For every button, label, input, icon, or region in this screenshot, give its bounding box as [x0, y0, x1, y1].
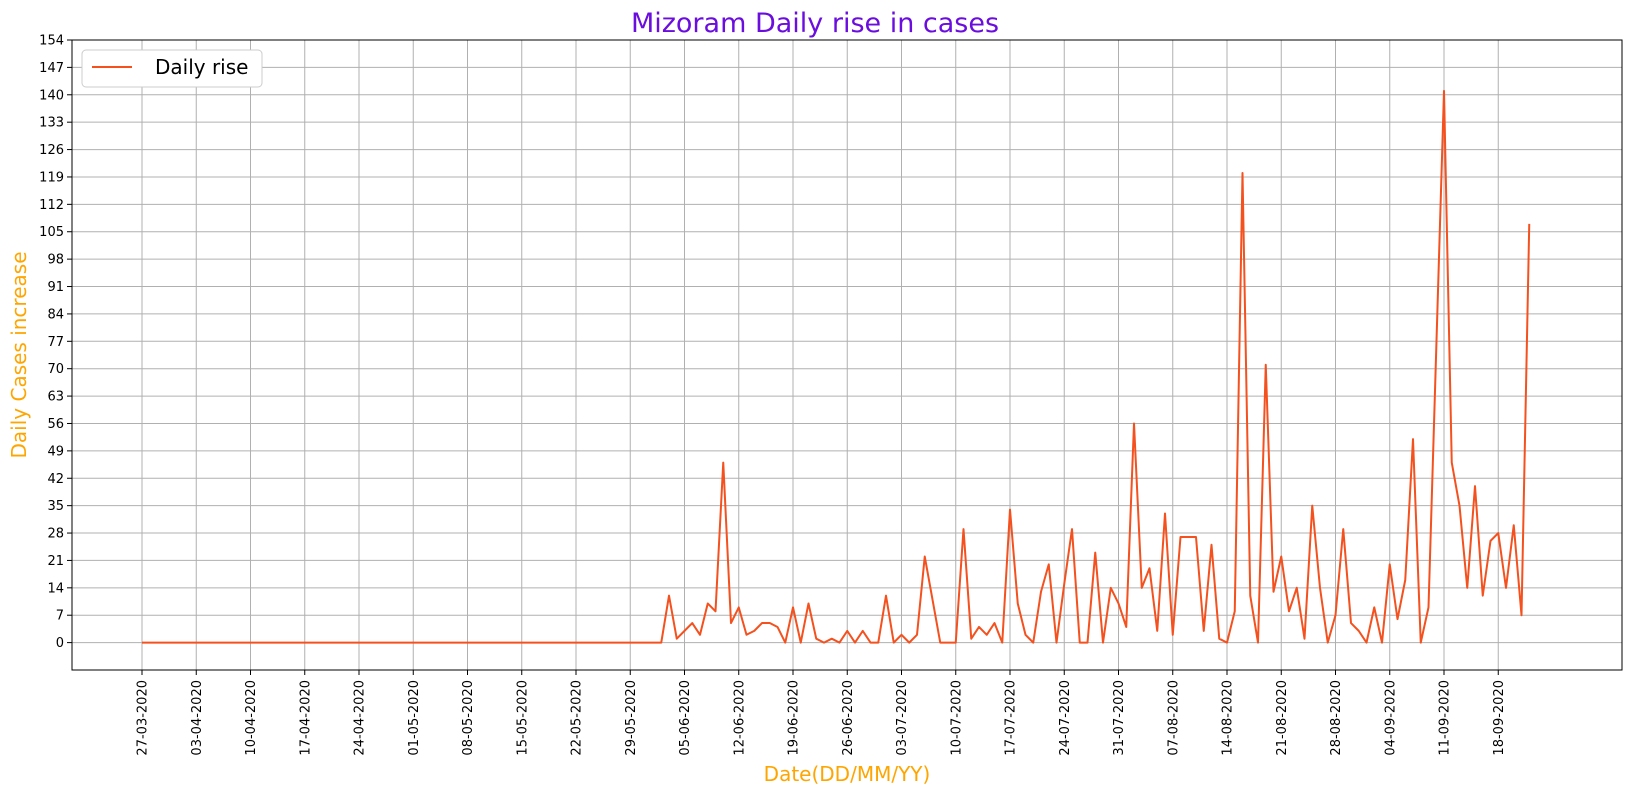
x-tick-label: 17-04-2020	[298, 680, 313, 756]
y-tick-label: 63	[47, 390, 64, 405]
y-tick-label: 42	[47, 472, 64, 487]
x-tick-label: 12-06-2020	[732, 680, 747, 756]
x-tick-label: 19-06-2020	[787, 680, 802, 756]
x-tick-label: 07-08-2020	[1166, 680, 1181, 756]
x-tick-label: 08-05-2020	[461, 680, 476, 756]
y-tick-label: 7	[56, 609, 64, 624]
legend-box	[81, 49, 263, 88]
x-axis: 27-03-2020 03-04-2020 10-04-2020 17-04-2020…	[136, 670, 1507, 756]
x-axis-label: Date(DD/MM/YY)	[764, 762, 931, 786]
y-tick-label: 126	[39, 143, 64, 158]
y-axis: 0 7 14 21 28 35 42 49 56 63 70 77 84 91 98 105 112 119 126…	[39, 34, 72, 651]
x-tick-label: 03-04-2020	[190, 680, 205, 756]
x-tick-label: 18-09-2020	[1492, 680, 1507, 756]
legend-label: Daily rise	[155, 55, 248, 79]
x-tick-label: 24-07-2020	[1058, 680, 1073, 756]
y-tick-label: 77	[47, 335, 64, 350]
chart-title: Mizoram Daily rise in cases	[631, 8, 999, 39]
x-tick-label: 28-08-2020	[1329, 680, 1344, 756]
x-tick-label: 15-05-2020	[515, 680, 530, 756]
y-tick-label: 49	[47, 444, 64, 459]
y-tick-label: 35	[47, 499, 64, 514]
y-tick-label: 112	[39, 198, 64, 213]
x-tick-label: 24-04-2020	[353, 680, 368, 756]
series-line-0	[142, 89, 1531, 644]
x-tick-label: 21-08-2020	[1275, 680, 1290, 756]
y-tick-label: 84	[47, 307, 64, 322]
x-tick-label: 17-07-2020	[1004, 680, 1019, 756]
x-tick-label: 31-07-2020	[1112, 680, 1127, 756]
y-tick-label: 147	[39, 61, 64, 76]
y-tick-label: 91	[47, 280, 64, 295]
y-tick-label: 14	[47, 581, 64, 596]
x-tick-label: 05-06-2020	[678, 680, 693, 756]
plot-frame	[71, 39, 1623, 671]
x-tick-label: 01-05-2020	[407, 680, 422, 756]
y-axis-label: Daily Cases increase	[7, 252, 31, 459]
y-tick-label: 140	[39, 88, 64, 103]
x-tick-label: 26-06-2020	[841, 680, 856, 756]
x-tick-label: 10-07-2020	[949, 680, 964, 756]
y-tick-label: 98	[47, 253, 64, 268]
y-tick-label: 119	[39, 170, 64, 185]
y-tick-label: 28	[47, 527, 64, 542]
y-tick-label: 21	[47, 554, 64, 569]
x-tick-label: 10-04-2020	[244, 680, 259, 756]
x-tick-label: 22-05-2020	[570, 680, 585, 756]
x-tick-label: 29-05-2020	[624, 680, 639, 756]
x-tick-label: 27-03-2020	[136, 680, 151, 756]
y-tick-label: 56	[47, 417, 64, 432]
y-tick-label: 105	[39, 225, 64, 240]
x-tick-label: 03-07-2020	[895, 680, 910, 756]
y-tick-label: 154	[39, 34, 64, 49]
y-tick-label: 70	[47, 362, 64, 377]
x-tick-label: 04-09-2020	[1383, 680, 1398, 756]
legend: Daily rise	[81, 49, 263, 88]
x-tick-label: 14-08-2020	[1221, 680, 1236, 756]
series-group	[142, 89, 1531, 644]
y-tick-label: 0	[56, 636, 64, 651]
y-tick-label: 133	[39, 116, 64, 131]
x-tick-label: 11-09-2020	[1438, 680, 1453, 756]
